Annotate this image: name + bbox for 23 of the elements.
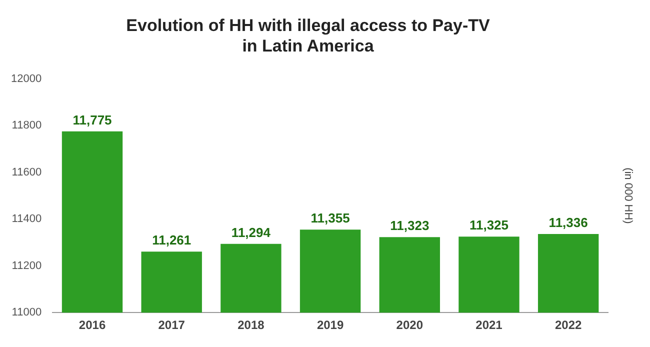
- y-axis-title: (in 000 HH): [622, 168, 634, 224]
- y-tick-label: 11200: [12, 260, 42, 272]
- y-tick-label: 11000: [12, 306, 42, 319]
- data-label: 11,775: [72, 112, 112, 128]
- x-tick-label: 2019: [316, 318, 344, 332]
- data-label: 11,294: [231, 224, 272, 240]
- x-tick-label: 2022: [554, 318, 582, 332]
- x-tick-label: 2017: [158, 318, 186, 332]
- text: in Latin America: [242, 36, 374, 56]
- y-tick-label: 11600: [12, 166, 42, 178]
- text: Evolution of HH with illegal access to Pay-TV: [126, 16, 490, 35]
- y-tick-label: 11400: [12, 213, 42, 226]
- data-label: 11,325: [469, 218, 509, 233]
- x-tick-label: 2021: [476, 318, 503, 332]
- data-label: 11,261: [152, 232, 192, 248]
- data-label: 11,336: [548, 215, 588, 230]
- y-tick-label: 11800: [12, 120, 42, 132]
- x-tick-label: 2020: [396, 318, 424, 332]
- x-tick-label: 2018: [238, 318, 265, 332]
- data-label: 11,323: [390, 218, 430, 234]
- data-label: 11,355: [310, 210, 350, 226]
- y-tick-label: 12000: [10, 72, 42, 85]
- x-tick-label: 2016: [78, 318, 106, 332]
